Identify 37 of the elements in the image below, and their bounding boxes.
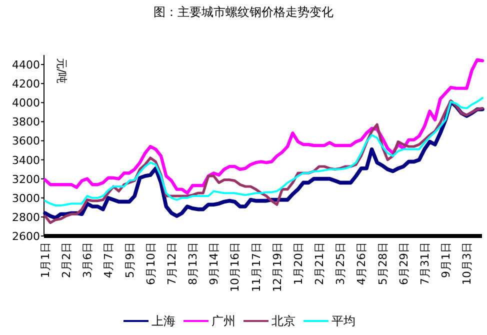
x-tick-label: 4月7日 <box>102 242 116 278</box>
x-tick-label: 1月20日 <box>292 242 305 285</box>
x-tick-label: 2月2日 <box>60 242 74 278</box>
y-tick-label: 4400 <box>12 58 40 72</box>
y-tick-label: 3800 <box>12 116 40 129</box>
x-tick-label: 10月16日 <box>228 242 242 292</box>
legend-label: 平均 <box>332 314 356 328</box>
x-tick-label: 1月1日 <box>39 242 52 278</box>
x-tick-label: 3月6日 <box>81 242 94 278</box>
x-tick-label: 3月25日 <box>334 242 348 285</box>
x-tick-label: 9月1日 <box>440 242 453 278</box>
x-tick-label: 6月10日 <box>144 242 158 285</box>
x-tick-label: 7月12日 <box>166 242 178 285</box>
y-tick-label: 4000 <box>12 96 40 110</box>
y-tick-label: 2800 <box>12 210 40 224</box>
x-tick-label: 5月28日 <box>376 242 390 285</box>
y-axis-title: 元/吨 <box>55 58 68 84</box>
y-tick-label: 3600 <box>12 134 40 148</box>
x-tick-label: 8月13日 <box>186 242 200 285</box>
y-tick-label: 3200 <box>12 172 40 186</box>
x-tick-label: 5月9日 <box>123 242 136 278</box>
legend-label: 上海 <box>152 314 176 328</box>
legend-label: 广州 <box>212 314 236 328</box>
x-tick-label: 10月3日 <box>460 242 474 285</box>
legend-label: 北京 <box>272 314 296 328</box>
x-tick-label: 9月14日 <box>208 242 221 285</box>
y-tick-label: 2600 <box>12 230 40 243</box>
y-tick-label: 3000 <box>12 192 40 205</box>
chart-title: 图：主要城市螺纹钢价格走势变化 <box>154 5 334 19</box>
x-tick-label: 4月26日 <box>355 242 368 285</box>
x-tick-label: 12月19日 <box>270 242 284 292</box>
x-tick-label: 6月29日 <box>397 242 410 285</box>
x-tick-label: 7月31日 <box>418 242 432 285</box>
y-tick-label: 4200 <box>12 78 40 91</box>
x-tick-label: 2月21日 <box>313 242 326 285</box>
x-tick-label: 11月17日 <box>250 242 263 292</box>
y-tick-label: 3400 <box>12 154 40 167</box>
